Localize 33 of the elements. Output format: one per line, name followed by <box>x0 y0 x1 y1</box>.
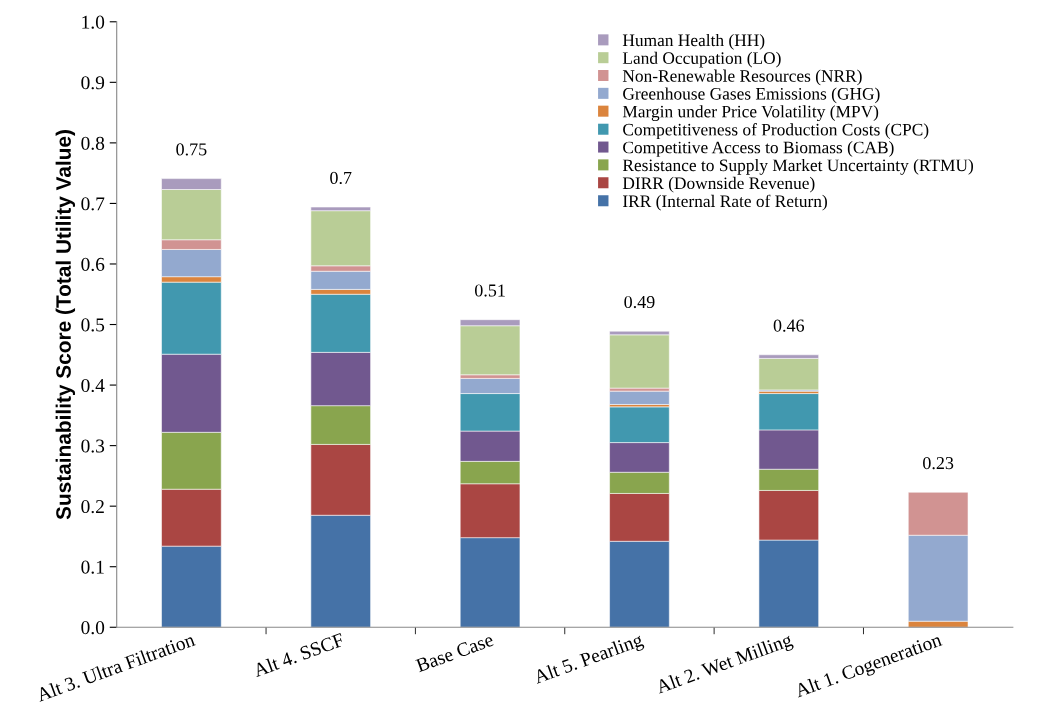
legend-label: Non-Renewable Resources (NRR) <box>622 69 862 86</box>
x-tick-label: Alt 4. SSCF <box>252 632 345 678</box>
x-tick-label: Base Case <box>415 632 495 673</box>
legend-label: Greenhouse Gases Emissions (GHG) <box>623 87 880 104</box>
x-tick-label: Alt 3. Ultra Filtration <box>35 636 196 702</box>
x-tick-label: Alt 5. Pearling <box>532 632 646 688</box>
y-tick-label: 0.3 <box>81 439 105 453</box>
legend-label: Competitiveness of Production Costs (CPC) <box>623 123 929 140</box>
legend-label: Resistance to Supply Market Uncertainty (RTMU) <box>622 158 974 175</box>
y-tick-label: 0.2 <box>81 499 104 514</box>
x-tick-label: Alt 2. Wet Milling <box>654 632 795 698</box>
total-label: 0.51 <box>474 284 505 297</box>
y-tick-label: 0.9 <box>81 76 105 90</box>
y-axis-title: Sustainability Score (Total Utility Value) <box>55 130 76 520</box>
legend-label: DIRR (Downside Revenue) <box>622 176 815 193</box>
y-tick-label: 0.8 <box>81 136 105 150</box>
total-label: 0.23 <box>923 456 954 470</box>
y-tick-label: 0.7 <box>81 197 105 211</box>
y-tick-label: 0.1 <box>81 560 104 574</box>
legend-label: IRR (Internal Rate of Return) <box>623 194 827 211</box>
total-label: 0.7 <box>330 171 352 185</box>
total-label: 0.49 <box>624 295 655 309</box>
y-tick-label: 0.5 <box>81 318 105 332</box>
y-tick-label: 0.6 <box>81 257 105 271</box>
y-tick-label: 1.0 <box>82 15 105 29</box>
legend-label: Competitive Access to Biomass (CAB) <box>623 141 894 157</box>
y-tick-label: 0.4 <box>81 378 105 393</box>
legend-label: Land Occupation (LO) <box>622 51 781 68</box>
y-tick-label: 0.0 <box>81 621 105 635</box>
total-label: 0.75 <box>176 143 207 156</box>
legend-label: Margin under Price Volatility (MPV) <box>622 105 879 122</box>
total-label: 0.46 <box>773 319 805 332</box>
legend-label: Human Health (HH) <box>622 33 765 50</box>
